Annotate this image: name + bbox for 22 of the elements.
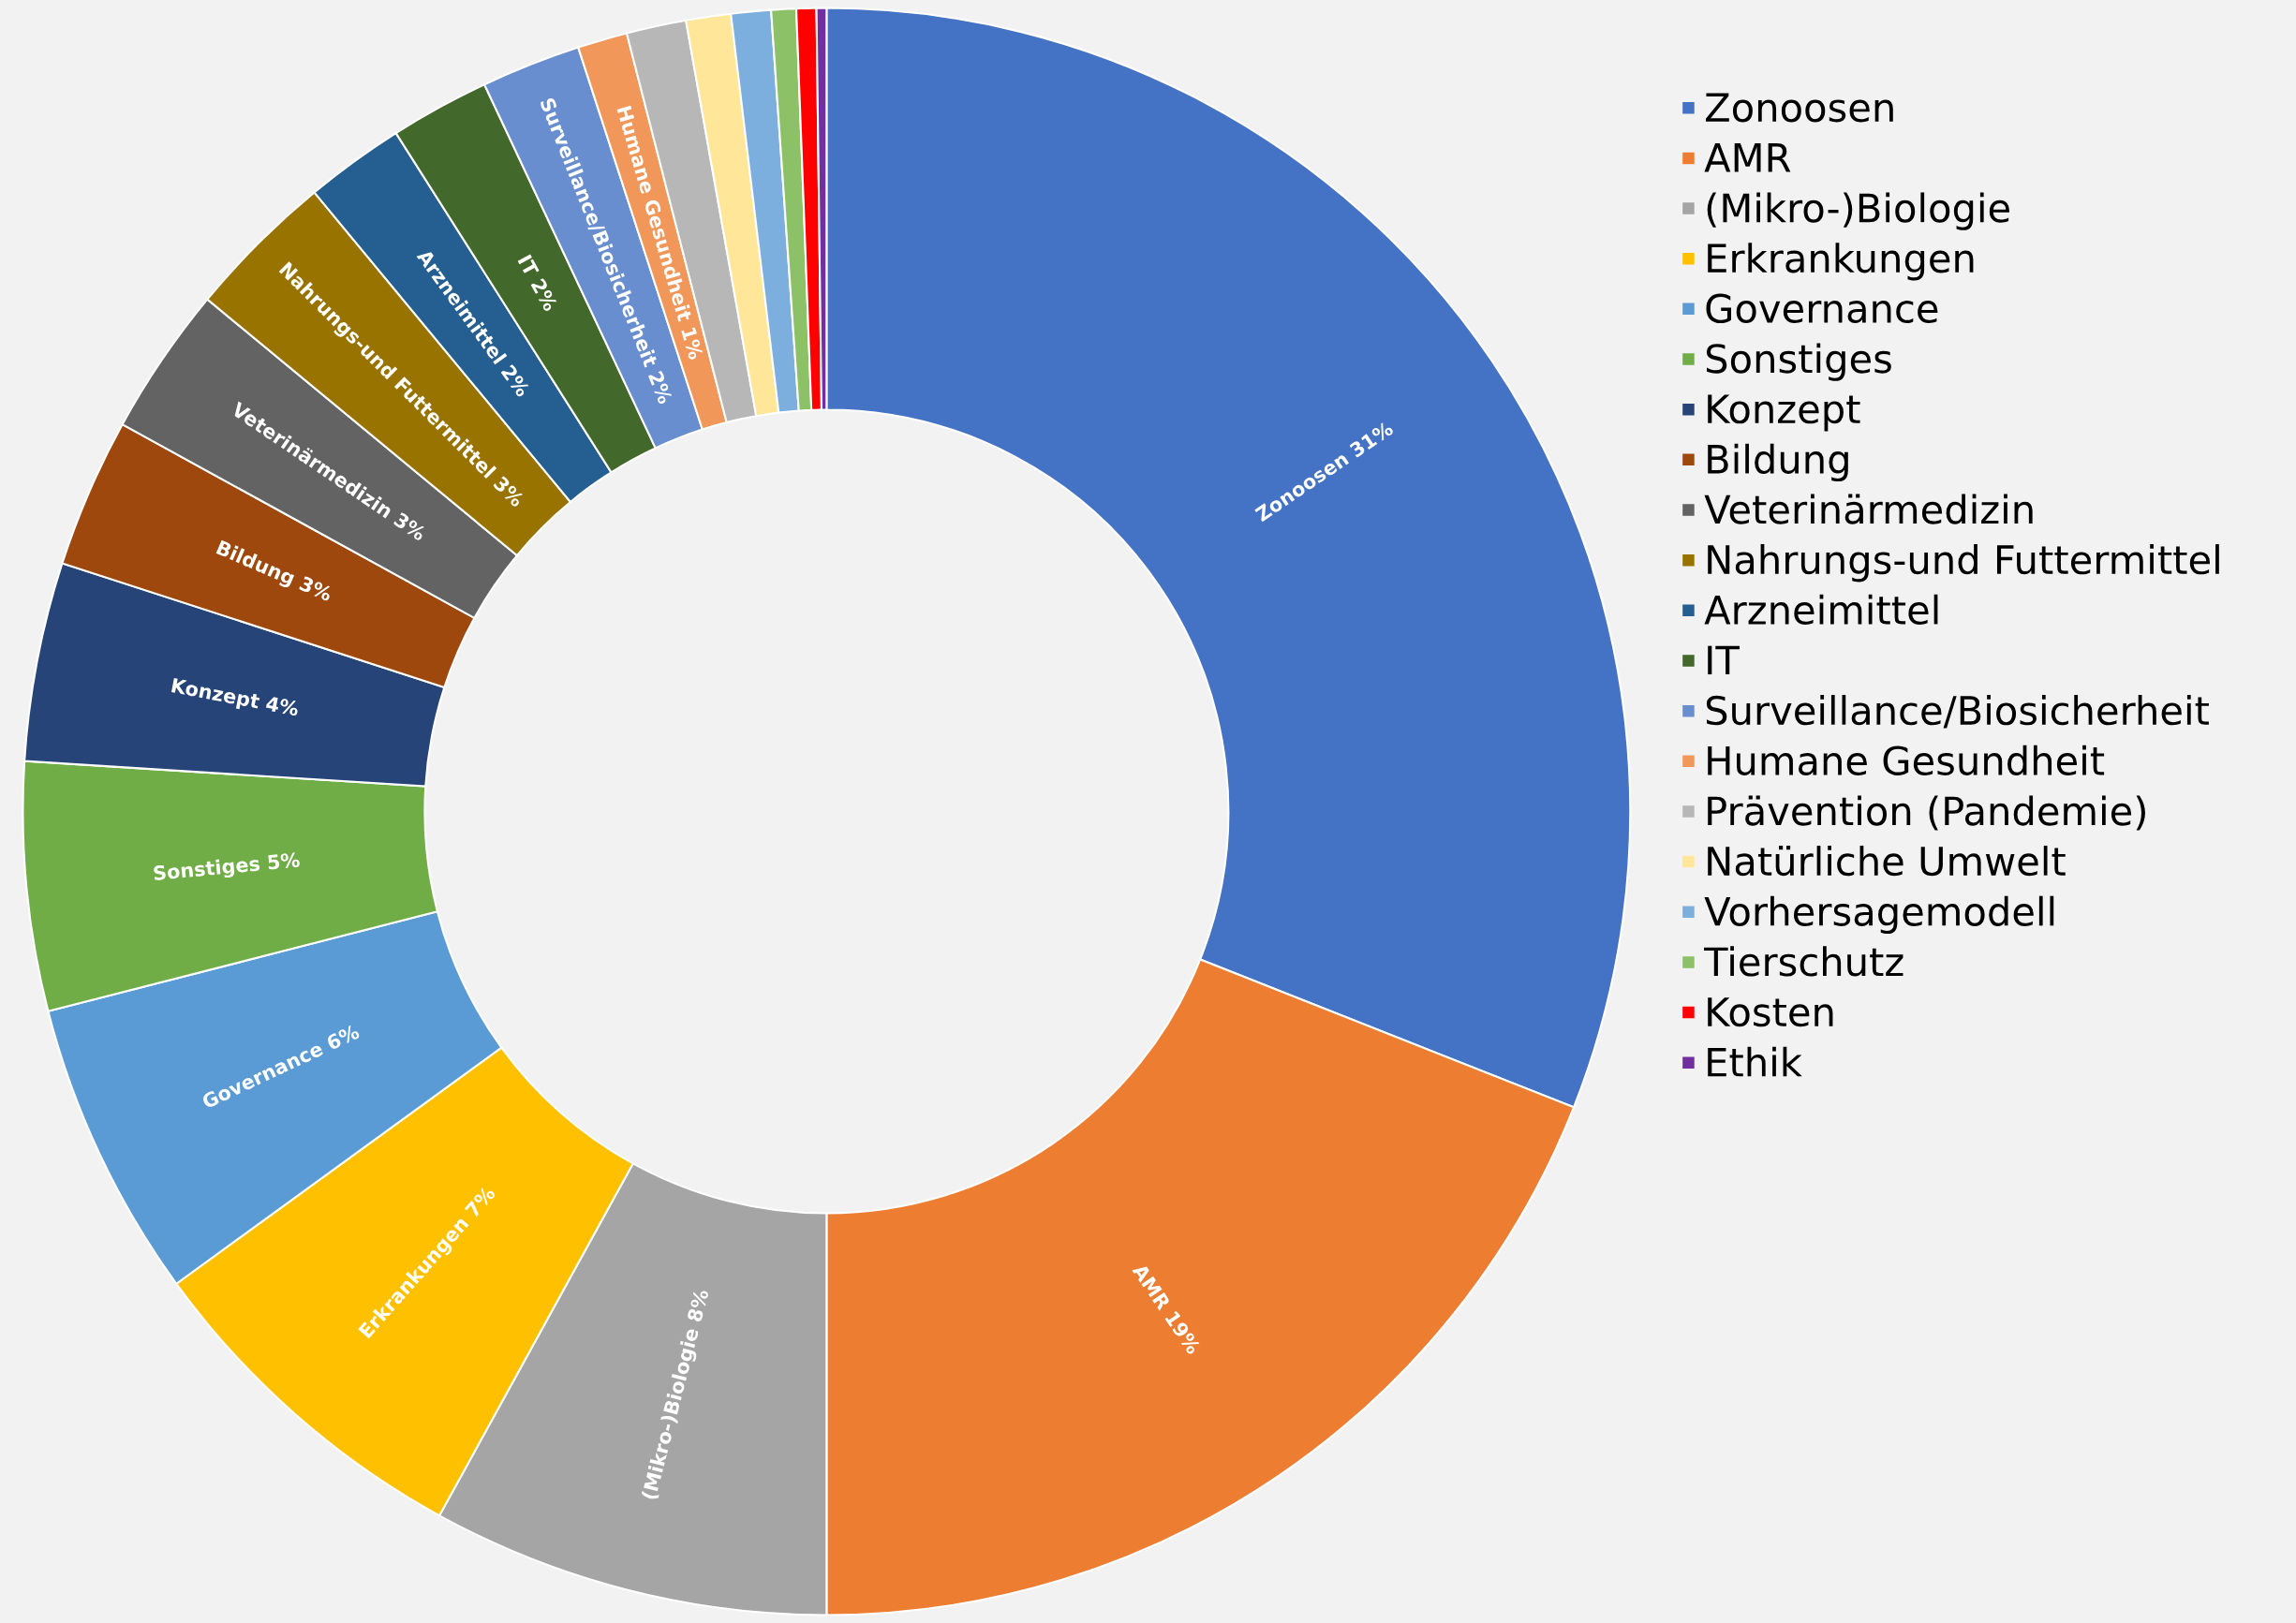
legend-label: Natürliche Umwelt	[1708, 846, 2066, 877]
legend-label: Sonstiges	[1706, 343, 1891, 381]
legend-label: AMR	[1704, 143, 1791, 172]
legend-label: Surveillance/Biosicherheit	[1706, 695, 2209, 729]
data-label: Konzept 4%	[170, 677, 300, 720]
legend-label: Erkrankungen	[1708, 243, 1974, 281]
legend-label: Kosten	[1708, 997, 1833, 1027]
legend-label: Vorhersagemodell	[1704, 895, 2054, 935]
legend-label: Arzneimittel	[1704, 594, 1938, 625]
legend-label: IT	[1708, 645, 1740, 675]
legend-label: Governance	[1706, 293, 1938, 324]
legend-label: Ethik	[1708, 1046, 1802, 1077]
legend-label: Nahrungs-und Futtermittel	[1708, 544, 2219, 583]
legend-label: Veterinärmedizin	[1704, 494, 2033, 524]
legend-label: Tierschutz	[1704, 946, 1903, 977]
legend-label: (Mikro-)Biologie	[1707, 192, 2009, 230]
data-label: Sonstiges 5%	[153, 851, 301, 885]
legend-label: Humane Gesundheit	[1708, 745, 2105, 775]
legend-label: Bildung	[1708, 443, 1848, 482]
legend-label: Prävention (Pandemie)	[1708, 795, 2145, 831]
legend-label: Zonoosen	[1706, 93, 1893, 123]
legend-label: Konzept	[1708, 394, 1860, 432]
